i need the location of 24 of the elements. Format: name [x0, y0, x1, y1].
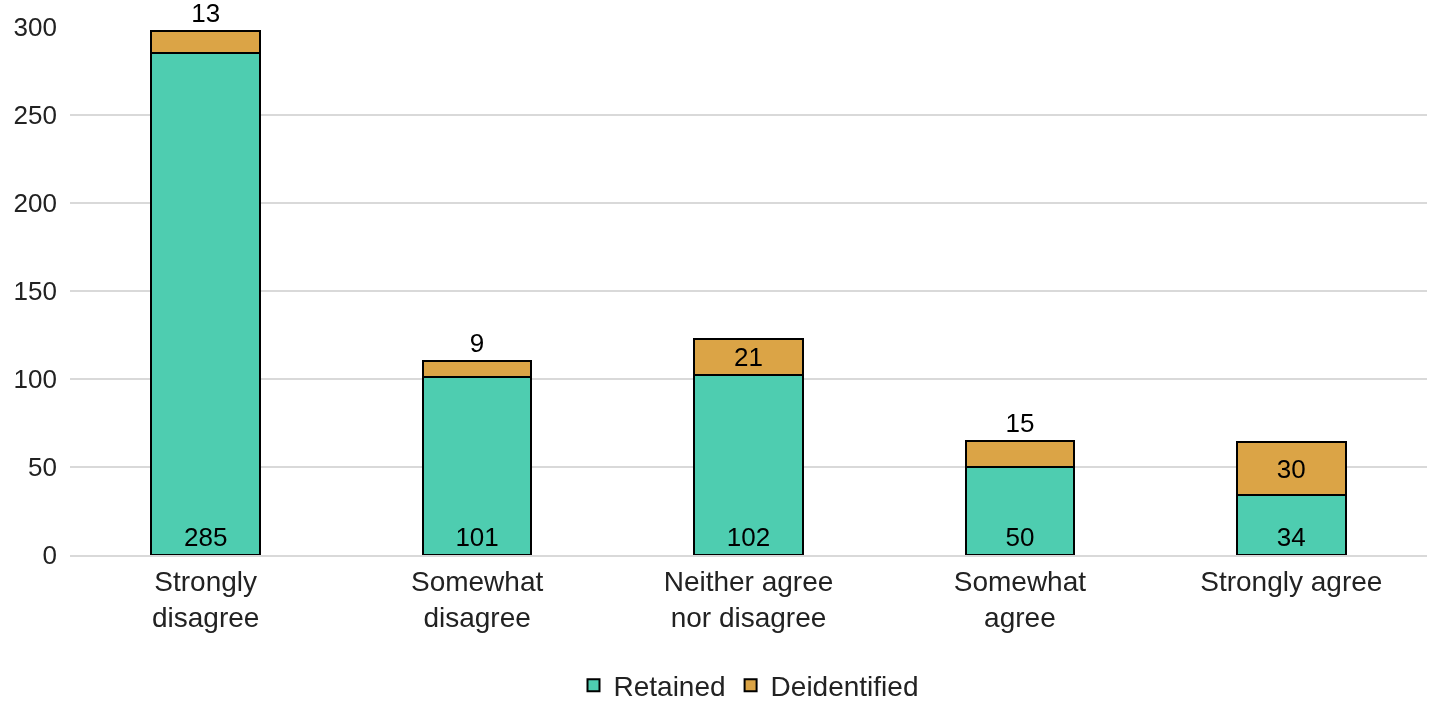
data-label: 9	[469, 328, 485, 359]
y-tick-label: 50	[28, 452, 57, 483]
data-label: 13	[191, 0, 221, 28]
data-label: 101	[455, 522, 499, 552]
x-tick-label: Somewhat disagree	[410, 565, 544, 633]
data-label: 30	[1276, 453, 1306, 484]
y-tick-label: 100	[13, 364, 57, 395]
legend-label: Deidentified	[770, 671, 919, 703]
y-tick-label: 250	[13, 100, 57, 131]
y-tick-label: 0	[42, 540, 57, 571]
x-tick-label: Neither agree nor disagree	[663, 565, 834, 633]
data-label: 285	[184, 522, 228, 552]
x-tick-label: Somewhat agree	[953, 565, 1087, 633]
y-tick-label: 150	[13, 276, 57, 307]
data-label: 50	[1005, 522, 1035, 552]
data-label: 102	[726, 522, 771, 552]
legend-label: Retained	[613, 671, 726, 703]
x-tick-label: Strongly agree	[1200, 565, 1383, 597]
data-label: 15	[1005, 407, 1035, 438]
y-tick-label: 200	[13, 188, 57, 219]
y-tick-label: 300	[13, 12, 57, 43]
data-label: 21	[734, 342, 763, 372]
x-tick-label: Strongly disagree	[152, 565, 260, 633]
data-label: 34	[1276, 522, 1306, 552]
